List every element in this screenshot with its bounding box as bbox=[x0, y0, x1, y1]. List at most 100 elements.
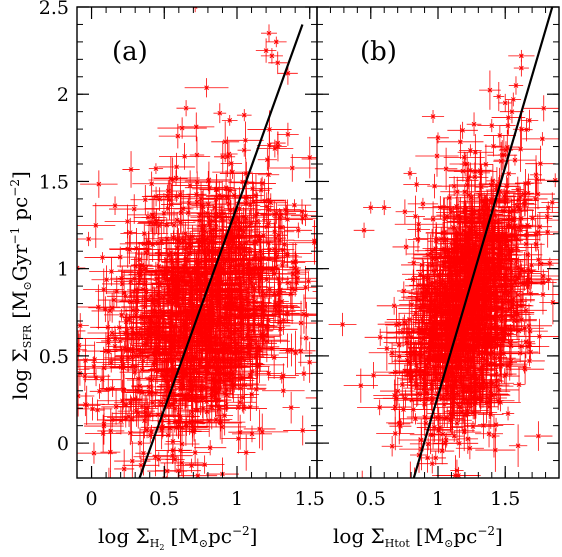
data-point bbox=[144, 184, 191, 208]
data-point bbox=[168, 291, 200, 303]
data-point bbox=[138, 391, 152, 433]
data-point bbox=[178, 313, 210, 354]
data-point bbox=[246, 305, 278, 325]
x-tick-label: 1 bbox=[231, 488, 243, 510]
data-point bbox=[414, 467, 415, 478]
data-point bbox=[84, 414, 122, 453]
data-point bbox=[381, 436, 403, 457]
x-tick-label: 1 bbox=[432, 488, 444, 510]
panel-b-label: (b) bbox=[360, 37, 397, 67]
data-point bbox=[148, 157, 197, 203]
data-point bbox=[198, 317, 243, 346]
data-point bbox=[99, 379, 126, 398]
data-point bbox=[505, 187, 533, 213]
data-point bbox=[165, 276, 188, 314]
data-point bbox=[430, 197, 464, 236]
data-point bbox=[287, 199, 317, 224]
data-point bbox=[89, 383, 110, 399]
data-point bbox=[157, 410, 193, 433]
data-point bbox=[125, 361, 159, 379]
y-axis-title: log ΣSFR[M⊙Gyr−1pc−2] bbox=[8, 171, 34, 400]
data-point bbox=[284, 222, 313, 239]
data-point bbox=[91, 265, 122, 295]
data-point bbox=[77, 202, 116, 248]
data-point bbox=[146, 361, 198, 398]
data-point bbox=[176, 100, 196, 117]
data-point bbox=[475, 420, 504, 448]
data-point bbox=[282, 301, 317, 329]
panel-a-ticks: 0 0.5 1 1.5 0 0.5 1 1.5 2 2.5 bbox=[39, 0, 325, 510]
data-point bbox=[178, 458, 218, 478]
data-point bbox=[528, 208, 559, 224]
data-point bbox=[123, 281, 149, 322]
data-point bbox=[274, 304, 300, 323]
data-point bbox=[77, 368, 90, 370]
data-point bbox=[505, 92, 522, 107]
data-point bbox=[149, 385, 201, 416]
data-point bbox=[267, 154, 317, 182]
data-point bbox=[185, 383, 208, 412]
data-point bbox=[262, 199, 313, 240]
x-tick-label: 1.5 bbox=[295, 488, 325, 510]
y-tick-label: 2.5 bbox=[39, 0, 69, 19]
data-point bbox=[104, 405, 154, 428]
data-point bbox=[295, 366, 313, 381]
y-tick-label: 1.5 bbox=[39, 171, 69, 193]
data-point bbox=[194, 312, 212, 353]
data-point bbox=[181, 296, 212, 317]
data-point bbox=[407, 240, 420, 285]
data-point bbox=[234, 328, 285, 369]
data-point bbox=[247, 367, 266, 411]
data-point bbox=[154, 313, 198, 341]
data-point bbox=[227, 258, 257, 297]
data-point bbox=[430, 437, 455, 465]
data-point bbox=[182, 463, 184, 478]
data-point bbox=[158, 123, 197, 149]
data-point bbox=[101, 331, 140, 351]
data-point bbox=[483, 125, 516, 146]
data-point bbox=[379, 317, 427, 348]
data-point bbox=[80, 170, 118, 198]
data-point bbox=[305, 397, 317, 399]
data-point bbox=[267, 371, 296, 384]
data-point bbox=[242, 245, 280, 291]
data-point bbox=[110, 470, 111, 478]
data-point bbox=[519, 318, 559, 355]
data-point bbox=[77, 331, 87, 369]
data-point bbox=[322, 223, 369, 260]
panel-a-plot: 0 0.5 1 1.5 0 0.5 1 1.5 2 2.5 (a) bbox=[39, 0, 386, 518]
data-point bbox=[484, 136, 503, 157]
data-point bbox=[386, 410, 414, 436]
y-tick-label: 1 bbox=[57, 259, 69, 281]
data-point bbox=[206, 371, 252, 383]
data-point bbox=[123, 217, 137, 248]
data-point bbox=[203, 174, 230, 206]
data-point bbox=[257, 202, 297, 225]
data-point bbox=[278, 330, 313, 376]
data-point bbox=[151, 268, 172, 299]
data-point bbox=[513, 367, 525, 402]
data-point bbox=[96, 412, 128, 428]
data-point bbox=[200, 215, 218, 235]
data-point bbox=[228, 414, 253, 450]
data-point bbox=[236, 109, 252, 122]
data-point bbox=[208, 365, 259, 403]
data-point bbox=[158, 230, 189, 245]
data-point bbox=[228, 382, 258, 413]
data-point bbox=[99, 505, 141, 518]
data-point bbox=[120, 309, 143, 347]
data-point bbox=[335, 172, 386, 211]
data-point bbox=[514, 173, 543, 193]
x-tick-label: 0.5 bbox=[356, 488, 386, 510]
data-point bbox=[298, 341, 317, 383]
data-point bbox=[287, 266, 309, 278]
data-point bbox=[282, 391, 300, 424]
data-point bbox=[194, 367, 238, 405]
panel-a-data-points bbox=[77, 7, 386, 518]
data-point bbox=[160, 264, 187, 286]
data-point bbox=[165, 446, 185, 473]
data-point bbox=[155, 233, 188, 272]
data-point bbox=[109, 344, 156, 390]
data-point bbox=[154, 327, 206, 354]
data-point bbox=[384, 314, 425, 330]
